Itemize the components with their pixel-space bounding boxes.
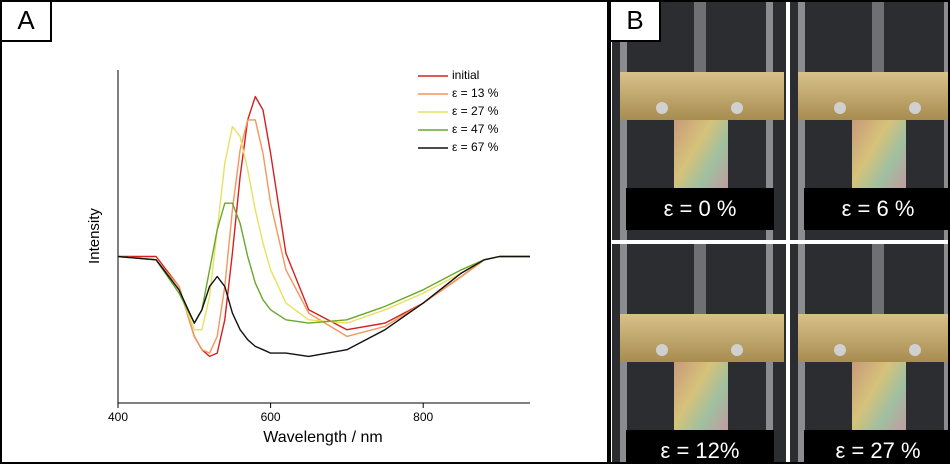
caption-box bbox=[626, 430, 774, 464]
y-axis-label: Intensity bbox=[86, 208, 103, 264]
bolt bbox=[834, 344, 846, 356]
bolt bbox=[731, 344, 743, 356]
screw bbox=[872, 2, 884, 72]
legend-label: ε = 27 % bbox=[452, 104, 499, 118]
panel-label: B bbox=[626, 5, 643, 35]
caption-box bbox=[804, 188, 950, 230]
photo-caption: ε = 0 % bbox=[664, 196, 737, 221]
line-series bbox=[117, 255, 530, 358]
bolt bbox=[834, 102, 846, 114]
legend-label: ε = 47 % bbox=[452, 122, 499, 136]
clamp bbox=[798, 72, 950, 120]
rod bbox=[620, 2, 627, 240]
photo-caption: ε = 27 % bbox=[835, 438, 920, 463]
bolt bbox=[656, 344, 668, 356]
rod bbox=[766, 2, 773, 240]
x-tick-label: 400 bbox=[108, 410, 128, 424]
panel-b-label-box bbox=[609, 0, 661, 42]
legend-label: ε = 13 % bbox=[452, 86, 499, 100]
rod bbox=[798, 2, 805, 240]
x-axis-label: Wavelength / nm bbox=[263, 429, 382, 446]
clamp bbox=[798, 314, 950, 362]
clamp bbox=[620, 72, 784, 120]
line-series bbox=[117, 125, 530, 331]
photo-caption: ε = 12% bbox=[661, 438, 740, 463]
bolt bbox=[731, 102, 743, 114]
x-tick-label: 600 bbox=[261, 410, 281, 424]
legend-label: ε = 67 % bbox=[452, 140, 499, 154]
rod bbox=[944, 2, 950, 240]
clamp bbox=[620, 314, 784, 362]
x-tick-label: 800 bbox=[413, 410, 433, 424]
photo-caption: ε = 6 % bbox=[842, 196, 915, 221]
panel-a-label-box bbox=[0, 0, 52, 42]
screw bbox=[694, 244, 706, 314]
photo-grid: ε = 0 % ε = 6 % ε = 12% ε = 27 % bbox=[612, 2, 950, 464]
screw bbox=[694, 2, 706, 72]
bolt bbox=[656, 102, 668, 114]
panel-label: A bbox=[17, 5, 35, 35]
bolt bbox=[909, 344, 921, 356]
legend-label: initial bbox=[452, 68, 479, 82]
panel-b-frame bbox=[609, 0, 950, 464]
screw bbox=[872, 244, 884, 314]
line-series bbox=[117, 119, 530, 354]
caption-box bbox=[804, 430, 950, 464]
bolt bbox=[909, 102, 921, 114]
panel-a-frame bbox=[0, 0, 609, 464]
caption-box bbox=[626, 188, 774, 230]
